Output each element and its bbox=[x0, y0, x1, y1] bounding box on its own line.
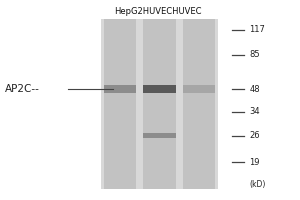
FancyBboxPatch shape bbox=[183, 19, 215, 189]
FancyBboxPatch shape bbox=[104, 85, 136, 93]
FancyBboxPatch shape bbox=[143, 19, 176, 189]
Text: 19: 19 bbox=[249, 158, 260, 167]
Text: 26: 26 bbox=[249, 131, 260, 140]
Text: 117: 117 bbox=[249, 25, 265, 34]
Text: 34: 34 bbox=[249, 107, 260, 116]
FancyBboxPatch shape bbox=[143, 133, 176, 138]
Text: 85: 85 bbox=[249, 50, 260, 59]
FancyBboxPatch shape bbox=[143, 85, 176, 93]
FancyBboxPatch shape bbox=[101, 19, 218, 189]
Text: 48: 48 bbox=[249, 85, 260, 94]
Text: HepG2HUVECHUVEC: HepG2HUVECHUVEC bbox=[114, 7, 202, 16]
FancyBboxPatch shape bbox=[183, 85, 215, 93]
Text: AP2C--: AP2C-- bbox=[5, 84, 40, 94]
Text: (kD): (kD) bbox=[249, 180, 266, 189]
FancyBboxPatch shape bbox=[104, 19, 136, 189]
